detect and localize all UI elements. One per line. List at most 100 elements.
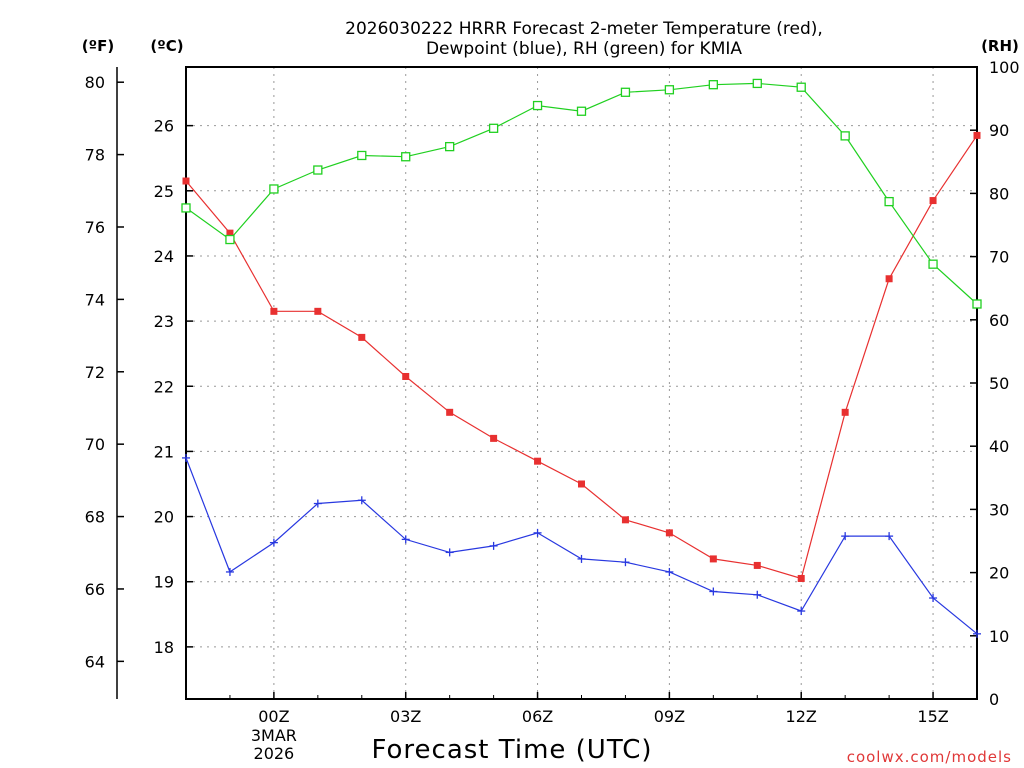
chart-title-line-1: 2026030222 HRRR Forecast 2-meter Tempera… (345, 19, 823, 39)
rh-point (972, 299, 982, 309)
temperature-point (534, 457, 542, 465)
dewpoint-point (577, 554, 586, 563)
celsius-tick-label: 26 (154, 117, 174, 136)
celsius-tick-label: 20 (154, 508, 174, 527)
fahrenheit-tick-label: 64 (85, 652, 105, 671)
rh-point (313, 165, 323, 175)
fahrenheit-tick-label: 72 (85, 363, 105, 382)
celsius-tick-label: 19 (154, 573, 174, 592)
temperature-point (621, 516, 629, 524)
temperature-point (885, 275, 893, 283)
celsius-tick-label: 21 (154, 442, 174, 461)
temperature-point (841, 408, 849, 416)
dewpoint-point (709, 587, 718, 596)
rh-tick-label: 60 (989, 311, 1009, 330)
rh-tick-label: 20 (989, 564, 1009, 583)
rh-point (576, 106, 587, 116)
fahrenheit-tick-label: 76 (85, 218, 105, 237)
rh-point (445, 141, 455, 152)
x-tick-label: 06Z (522, 707, 553, 726)
temperature-point (490, 434, 498, 442)
x-tick-year-label: 2026 (254, 744, 295, 763)
x-tick-label: 12Z (786, 707, 817, 726)
rh-line (185, 82, 978, 305)
rh-tick-label: 80 (989, 184, 1009, 203)
x-tick-date-label: 3MAR (251, 726, 297, 745)
temperature-point (665, 529, 673, 537)
celsius-unit-label: (ºC) (150, 37, 183, 55)
dewpoint-point (841, 532, 850, 541)
data-series (181, 78, 982, 638)
rh-point (840, 131, 850, 141)
celsius-tick-label: 25 (154, 182, 174, 201)
celsius-tick-label: 22 (154, 377, 174, 396)
rh-point (664, 85, 675, 95)
dewpoint-point (797, 607, 806, 616)
rh-point (181, 203, 191, 213)
rh-tick-label: 30 (989, 500, 1009, 519)
temperature-point (797, 574, 805, 582)
rh-tick-label: 100 (989, 58, 1020, 77)
rh-unit-label: (RH) (981, 37, 1019, 55)
grid-lines (186, 67, 977, 699)
dewpoint-point (489, 541, 498, 550)
dewpoint-point (973, 629, 981, 638)
x-tick-label: 09Z (654, 707, 685, 726)
celsius-tick-label: 23 (154, 312, 174, 331)
x-tick-label: 15Z (917, 707, 948, 726)
temperature-point (358, 333, 366, 341)
rh-tick-label: 90 (989, 121, 1009, 140)
temperature-point (314, 307, 322, 315)
dewpoint-point (753, 590, 762, 599)
rh-tick-label: 10 (989, 627, 1009, 646)
fahrenheit-tick-label: 66 (85, 580, 105, 599)
fahrenheit-tick-label: 68 (85, 508, 105, 527)
rh-point (796, 82, 806, 92)
rh-point (225, 234, 235, 245)
plot-frame (185, 66, 978, 700)
fahrenheit-tick-label: 70 (85, 435, 105, 454)
dewpoint-point (313, 499, 322, 508)
dewpoint-point (621, 558, 630, 567)
temperature-point (182, 177, 190, 185)
credit-link[interactable]: coolwx.com/models (847, 748, 1012, 766)
rh-tick-label: 50 (989, 374, 1009, 393)
celsius-tick-label: 24 (154, 247, 174, 266)
rh-point (401, 152, 411, 162)
celsius-tick-label: 18 (154, 638, 174, 657)
dewpoint-point (533, 528, 542, 537)
temperature-point (753, 561, 761, 569)
dewpoint-point (401, 535, 410, 544)
fahrenheit-tick-label: 80 (85, 73, 105, 92)
rh-point (752, 78, 762, 89)
dewpoint-point (182, 453, 190, 462)
x-tick-label: 00Z (258, 707, 289, 726)
temperature-point (578, 480, 585, 488)
rh-tick-label: 40 (989, 437, 1009, 456)
temperature-point (929, 197, 937, 205)
dewpoint-point (357, 496, 366, 505)
rh-point (708, 80, 718, 90)
x-tick-label: 03Z (390, 707, 421, 726)
fahrenheit-unit-label: (ºF) (82, 37, 114, 55)
temperature-point (446, 408, 454, 416)
rh-point (488, 123, 499, 133)
temperature-point (226, 229, 234, 237)
rh-point (269, 184, 279, 194)
rh-tick-label: 70 (989, 248, 1009, 267)
rh-point (532, 100, 543, 111)
rh-point (928, 259, 938, 269)
fahrenheit-tick-label: 78 (85, 146, 105, 165)
rh-point (620, 87, 631, 97)
rh-tick-label: 0 (989, 690, 999, 709)
temperature-point (402, 372, 410, 380)
dewpoint-point (929, 594, 938, 603)
temperature-point (709, 555, 717, 563)
temperature-point (973, 131, 981, 139)
x-axis-label: Forecast Time (UTC) (371, 735, 652, 765)
dewpoint-point (665, 567, 674, 576)
fahrenheit-tick-label: 74 (85, 290, 105, 309)
dewpoint-point (225, 567, 234, 576)
